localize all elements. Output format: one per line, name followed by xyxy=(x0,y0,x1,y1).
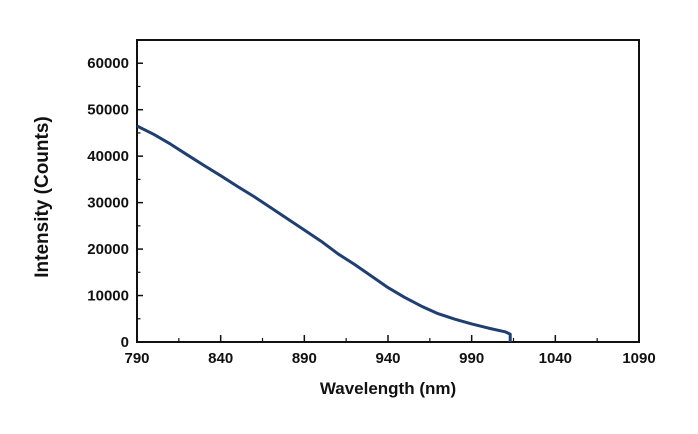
y-tick-label: 30000 xyxy=(87,195,129,212)
y-tick-label: 20000 xyxy=(87,241,129,258)
x-axis-title: Wavelength (nm) xyxy=(320,379,456,398)
x-tick-label: 1090 xyxy=(622,350,655,367)
y-axis-title: Intensity (Counts) xyxy=(32,116,53,278)
y-tick-label: 40000 xyxy=(87,148,129,165)
plot-border xyxy=(136,39,640,343)
plot-frame xyxy=(136,39,640,343)
y-axis: 0 10000 20000 30000 40000 50000 60000 xyxy=(87,55,143,351)
y-tick-label: 10000 xyxy=(87,288,129,305)
y-tick-label: 0 xyxy=(121,334,129,351)
x-tick-label: 940 xyxy=(375,350,400,367)
y-tick-label: 50000 xyxy=(87,102,129,119)
y-tick-label: 60000 xyxy=(87,55,129,72)
x-tick-label: 1040 xyxy=(539,350,572,367)
x-tick-label: 890 xyxy=(292,350,317,367)
x-axis: 790 840 890 940 990 1040 1090 xyxy=(124,335,656,367)
series-layer xyxy=(136,124,512,342)
x-tick-label: 790 xyxy=(124,350,149,367)
x-tick-label: 990 xyxy=(459,350,484,367)
spectrum-line xyxy=(136,124,512,342)
x-tick-label: 840 xyxy=(208,350,233,367)
